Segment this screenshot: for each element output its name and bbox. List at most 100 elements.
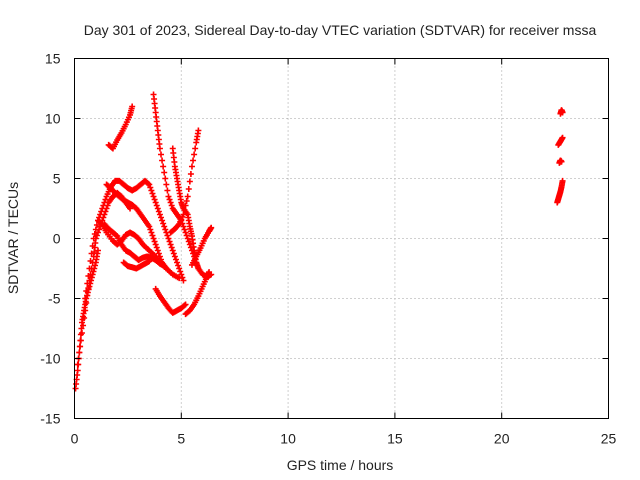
data-point (181, 226, 188, 233)
y-tick-label: 15 (45, 51, 61, 67)
data-point (90, 235, 97, 242)
data-point (162, 175, 169, 182)
data-point (155, 208, 162, 215)
data-point (161, 263, 168, 270)
data-point (78, 330, 85, 336)
data-point (168, 244, 175, 251)
data-point (151, 196, 158, 203)
data-point (146, 223, 153, 230)
data-point (185, 186, 192, 192)
data-point (558, 158, 565, 165)
data-point (160, 220, 167, 227)
data-point (153, 244, 160, 251)
data-point (153, 202, 160, 209)
data-point (161, 169, 168, 176)
data-point (192, 145, 199, 152)
data-point (85, 273, 92, 279)
data-point (180, 211, 187, 218)
y-tick-label: -5 (48, 291, 61, 307)
data-point (83, 288, 90, 294)
data-point (146, 181, 153, 188)
data-point (175, 262, 182, 269)
data-point (148, 187, 155, 194)
data-point (183, 232, 190, 239)
data-point (176, 265, 183, 272)
data-point (77, 343, 84, 350)
data-point (559, 134, 566, 141)
x-axis-label: GPS time / hours (287, 457, 394, 473)
y-tick-label: -10 (40, 351, 60, 367)
data-point (87, 258, 94, 264)
data-point (156, 253, 163, 260)
series-track-10 (152, 285, 189, 316)
data-point (96, 214, 103, 221)
data-point (161, 223, 168, 230)
data-point (159, 217, 166, 224)
series-track-7 (105, 103, 136, 152)
x-tick-label: 5 (177, 431, 185, 447)
data-point (99, 205, 106, 212)
data-point (559, 177, 566, 184)
data-point (86, 265, 93, 272)
data-point (158, 214, 165, 221)
data-point (156, 211, 163, 218)
data-point (150, 235, 157, 242)
series-track-18 (557, 107, 566, 117)
data-point (83, 300, 90, 306)
chart-title: Day 301 of 2023, Sidereal Day-to-day VTE… (84, 22, 597, 38)
x-tick-label: 25 (601, 431, 617, 447)
x-tick-label: 20 (494, 431, 510, 447)
data-point (164, 232, 171, 239)
data-point (76, 349, 83, 356)
data-point (101, 199, 108, 206)
data-points (72, 91, 566, 392)
data-point (149, 190, 156, 197)
data-point (182, 229, 189, 236)
data-point (167, 241, 174, 248)
data-point (77, 337, 84, 344)
data-point (164, 187, 171, 194)
data-point (149, 232, 156, 239)
data-point (160, 163, 167, 170)
data-point (91, 231, 98, 237)
data-point (151, 238, 158, 245)
data-point (74, 361, 81, 368)
series-track-14 (188, 224, 215, 268)
data-point (181, 207, 188, 213)
data-point (154, 205, 161, 212)
data-point (183, 198, 190, 204)
data-point (163, 181, 170, 188)
data-point (167, 199, 174, 206)
data-point (145, 180, 152, 187)
series-track-12 (167, 127, 202, 236)
data-point (94, 247, 101, 254)
data-point (155, 250, 162, 257)
data-point (152, 199, 159, 206)
data-point (188, 163, 195, 170)
data-point (186, 241, 193, 248)
data-point (80, 322, 87, 329)
x-tick-label: 10 (280, 431, 296, 447)
data-point (92, 226, 99, 233)
series-track-16 (556, 157, 565, 166)
data-point (146, 258, 153, 265)
data-point (152, 241, 159, 248)
data-point (208, 224, 215, 231)
y-tick-label: 0 (53, 231, 61, 247)
data-point (94, 217, 101, 224)
data-point (172, 256, 179, 263)
data-point (195, 127, 202, 134)
data-point (168, 202, 175, 209)
data-point (559, 109, 566, 116)
data-point (74, 367, 81, 374)
data-point (156, 145, 163, 152)
data-point (191, 151, 198, 158)
y-tick-label: 5 (53, 171, 61, 187)
series-track-17 (555, 134, 566, 148)
data-point (148, 229, 155, 236)
data-point (154, 247, 161, 254)
data-point (178, 271, 185, 278)
data-point (166, 238, 173, 245)
